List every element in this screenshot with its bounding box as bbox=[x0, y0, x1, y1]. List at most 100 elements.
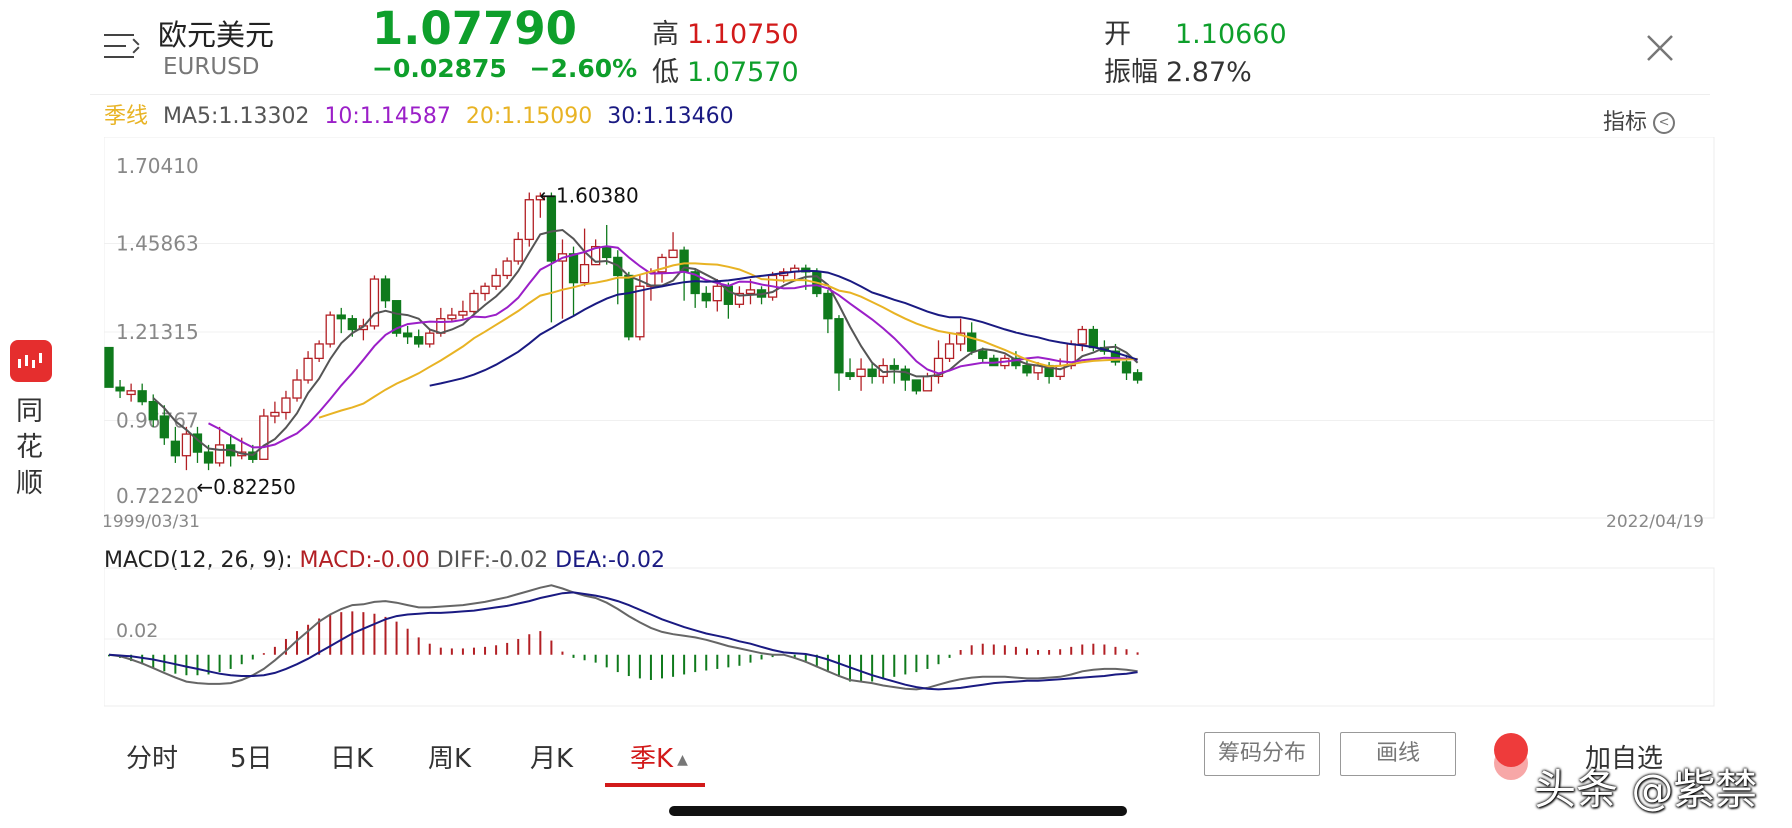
candle bbox=[668, 249, 678, 259]
candle bbox=[414, 336, 424, 345]
candle bbox=[148, 400, 158, 421]
macd-chart[interactable]: 0.02 bbox=[104, 550, 1716, 710]
date-start-label: 1999/03/31 bbox=[104, 512, 200, 532]
candle bbox=[823, 292, 833, 320]
instrument-symbol: EURUSD bbox=[163, 54, 260, 80]
candle bbox=[524, 199, 534, 241]
candle bbox=[1088, 328, 1098, 349]
list-menu-icon[interactable] bbox=[104, 32, 140, 60]
candle bbox=[900, 368, 910, 381]
candle bbox=[126, 390, 136, 396]
ma10-line bbox=[208, 245, 1138, 449]
ma10-value: 10:1.14587 bbox=[324, 104, 451, 129]
candle bbox=[933, 357, 944, 378]
dea-value: DEA:-0.02 bbox=[555, 548, 665, 573]
macd-y-tick: 0.02 bbox=[116, 620, 158, 642]
macd-value: MACD:-0.00 bbox=[299, 548, 430, 573]
candle bbox=[922, 375, 933, 392]
candle bbox=[203, 451, 214, 464]
max-price-label: ←1.60380 bbox=[539, 184, 638, 208]
candle bbox=[303, 357, 313, 381]
ma20-line bbox=[318, 262, 1138, 419]
candle bbox=[845, 372, 855, 378]
price-change: −0.02875 −2.60% bbox=[372, 54, 651, 83]
tab-daily[interactable]: 日K bbox=[330, 744, 374, 774]
candle bbox=[978, 350, 988, 360]
candle bbox=[181, 433, 192, 457]
candle bbox=[701, 292, 711, 302]
candle bbox=[104, 346, 114, 388]
high-label: 高 bbox=[652, 19, 679, 50]
chevron-left-icon: < bbox=[1653, 112, 1676, 134]
candle bbox=[292, 379, 302, 399]
candle bbox=[115, 386, 125, 392]
diff-line bbox=[108, 584, 1138, 691]
macd-frame bbox=[104, 567, 1715, 707]
candle bbox=[402, 332, 413, 338]
candle bbox=[369, 278, 380, 327]
y-tick-label: 1.70410 bbox=[116, 154, 199, 178]
candle bbox=[568, 253, 579, 284]
draw-line-button[interactable]: 画线 bbox=[1340, 732, 1456, 776]
candle bbox=[635, 285, 645, 338]
candle bbox=[745, 289, 756, 295]
indicator-button[interactable]: 指标 < bbox=[1603, 104, 1676, 136]
ma30-line bbox=[429, 269, 1138, 387]
candle bbox=[944, 343, 955, 360]
add-favorite-button[interactable]: 加自选 bbox=[1585, 744, 1664, 774]
candle bbox=[1121, 361, 1132, 374]
candle bbox=[170, 440, 181, 457]
high-value: 1.10750 bbox=[687, 19, 799, 50]
open-stat: 开 1.10660 bbox=[1104, 12, 1287, 51]
active-tab-indicator bbox=[605, 783, 705, 787]
ma30-value: 30:1.13460 bbox=[607, 104, 734, 129]
chip-distribution-button[interactable]: 筹码分布 bbox=[1204, 732, 1320, 776]
candle bbox=[657, 256, 667, 273]
candle bbox=[535, 195, 545, 201]
header-divider bbox=[90, 94, 1710, 95]
period-label: 季线 bbox=[104, 104, 149, 129]
tab-intraday[interactable]: 分时 bbox=[126, 744, 179, 774]
instrument-name: 欧元美元 bbox=[158, 18, 275, 52]
candle bbox=[546, 195, 557, 262]
candle bbox=[425, 332, 435, 345]
candle bbox=[447, 314, 457, 320]
favorite-record-icon[interactable] bbox=[1494, 733, 1528, 767]
candle bbox=[436, 318, 446, 334]
candle bbox=[967, 332, 977, 352]
candle bbox=[856, 368, 866, 378]
tab-weekly[interactable]: 周K bbox=[428, 744, 472, 774]
candle bbox=[911, 379, 922, 392]
diff-value: DIFF:-0.02 bbox=[436, 548, 549, 573]
macd-title: MACD(12, 26, 9): bbox=[104, 548, 300, 573]
close-icon[interactable] bbox=[1645, 33, 1675, 63]
open-value: 1.10660 bbox=[1175, 19, 1287, 50]
candle bbox=[602, 245, 612, 259]
candle bbox=[458, 310, 468, 316]
y-tick-label: 1.21315 bbox=[116, 320, 199, 344]
low-label: 低 bbox=[652, 57, 679, 88]
candle bbox=[480, 285, 490, 295]
tonghuashun-logo-icon[interactable] bbox=[10, 340, 52, 382]
indicator-label: 指标 bbox=[1603, 110, 1648, 135]
ma5-value: MA5:1.13302 bbox=[163, 104, 310, 129]
candle bbox=[347, 318, 357, 331]
tonghuashun-label: 同花顺 bbox=[16, 396, 43, 499]
low-value: 1.07570 bbox=[687, 57, 799, 88]
candle bbox=[325, 314, 335, 345]
tab-monthly[interactable]: 月K bbox=[530, 744, 574, 774]
candle bbox=[491, 274, 501, 287]
candle bbox=[314, 343, 324, 360]
candle bbox=[590, 245, 601, 266]
macd-legend: MACD(12, 26, 9): MACD:-0.00 DIFF:-0.02 D… bbox=[104, 548, 665, 573]
ma-legend: 季线 MA5:1.13302 10:1.14587 20:1.15090 30:… bbox=[104, 98, 742, 130]
candle bbox=[137, 390, 147, 403]
candlestick-chart[interactable]: 1.704101.458631.213150.967670.722201999/… bbox=[104, 137, 1716, 532]
candle bbox=[380, 278, 391, 302]
candle bbox=[624, 274, 634, 338]
tab-5day[interactable]: 5日 bbox=[230, 744, 273, 774]
candle bbox=[513, 238, 523, 262]
tab-quarterly[interactable]: 季K ▲ bbox=[630, 738, 688, 775]
home-indicator bbox=[669, 806, 1127, 816]
